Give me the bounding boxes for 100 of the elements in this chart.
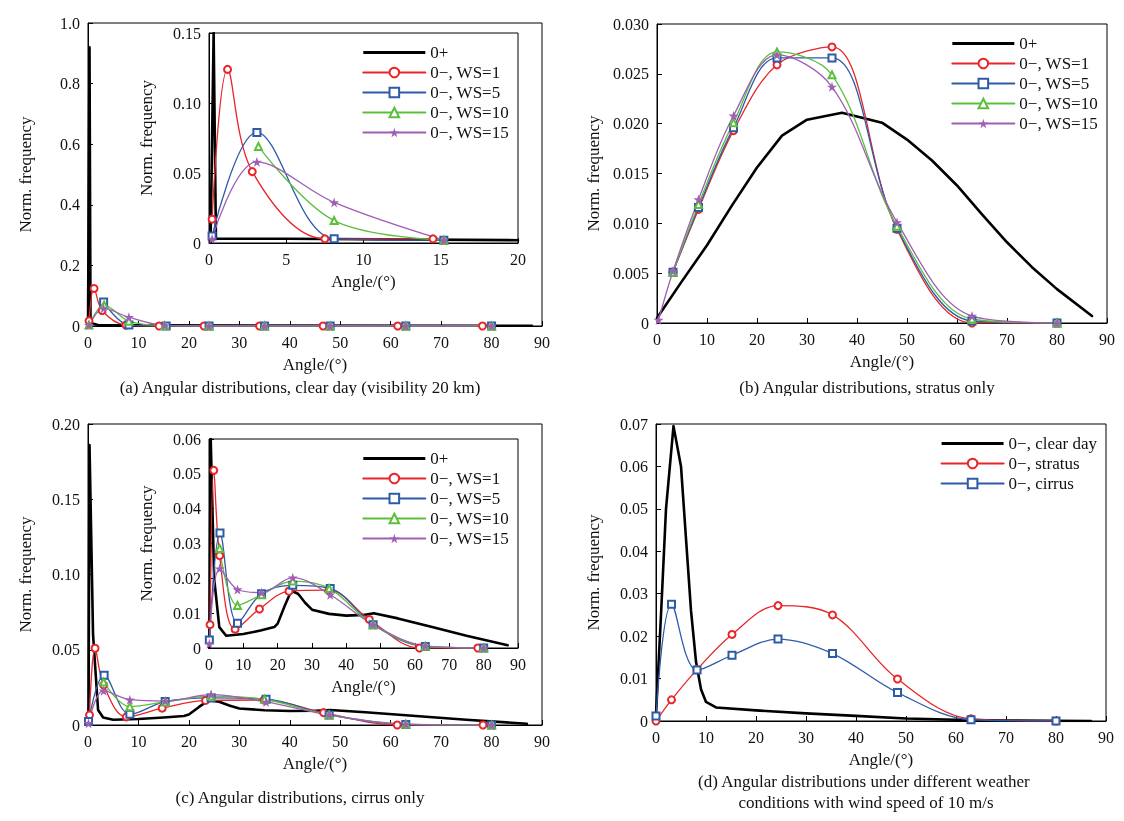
legend-label: 0−, WS=15 [430,529,509,548]
x-tick-label: 20 [180,732,197,750]
y-tick-label: 0.05 [52,641,80,659]
x-tick-label: 40 [338,655,355,673]
y-tick-label: 0 [641,314,649,332]
x-tick-label: 50 [899,330,915,348]
x-tick-label: 10 [699,330,715,348]
x-tick-label: 15 [432,250,449,268]
x-tick-label: 40 [281,732,298,750]
y-tick-label: 0.15 [173,24,201,42]
x-tick-label: 10 [130,333,147,351]
y-axis-title: Norm. frequency [16,115,35,233]
y-tick-label: 0.06 [173,430,201,448]
legend-label: 0+ [430,449,449,468]
y-tick-label: 0.4 [60,196,80,214]
x-tick-label: 30 [798,728,814,746]
y-tick-label: 0.10 [52,566,80,583]
y-axis-title: Norm. frequency [137,79,156,197]
legend-label: 0−, WS=5 [1019,74,1090,93]
x-tick-label: 5 [282,250,291,268]
x-tick-label: 90 [1098,728,1114,746]
x-tick-label: 70 [999,330,1015,348]
y-tick-label: 0.02 [620,627,648,645]
x-tick-label: 80 [475,655,492,673]
x-tick-label: 50 [332,333,349,351]
x-tick-label: 30 [304,655,320,673]
legend-label: 0−, WS=15 [1019,114,1098,133]
x-tick-label: 0 [653,330,661,348]
y-tick-label: 0.04 [173,500,201,518]
y-tick-label: 0.20 [52,415,80,433]
y-tick-label: 0.03 [173,535,201,552]
y-tick-label: 0.2 [60,256,80,274]
y-tick-label: 0.01 [173,604,201,622]
x-tick-label: 20 [749,330,765,348]
x-tick-label: 0 [205,250,213,268]
text: (a) Angular distributions, clear day (visibility 20 km) [119,378,481,397]
x-tick-label: 50 [332,732,349,750]
x-tick-label: 20 [748,728,764,746]
x-tick-label: 80 [483,732,500,750]
y-tick-label: 0.02 [173,569,201,587]
x-axis-title: Angle/(°) [849,352,915,371]
y-axis-title: Norm. frequency [137,484,156,602]
legend-label: 0−, WS=10 [430,509,509,528]
x-tick-label: 10 [235,655,252,673]
text: (b) Angular distributions, stratus only [739,378,996,397]
x-axis-title: Angle/(°) [331,677,396,696]
x-tick-label: 0 [84,732,92,750]
legend-label: 0−, WS=15 [430,123,509,142]
y-tick-label: 0.6 [60,135,80,153]
x-tick-label: 60 [382,732,399,750]
legend-label: 0+ [1019,34,1038,53]
x-tick-label: 80 [1048,728,1064,746]
x-tick-label: 70 [433,333,450,351]
legend-label: 0−, clear day [1008,434,1098,453]
legend-label: 0−, WS=10 [1019,94,1098,113]
x-tick-label: 0 [205,655,213,673]
y-tick-label: 0 [193,639,201,657]
y-tick-label: 0.15 [52,490,80,508]
y-tick-label: 0.8 [60,75,80,93]
x-axis-title: Angle/(°) [282,355,348,374]
x-tick-label: 50 [898,728,914,746]
x-tick-label: 50 [372,655,389,673]
y-tick-label: 0 [640,712,648,730]
legend-label: 0−, WS=1 [430,469,501,488]
y-tick-label: 0 [193,234,201,252]
x-tick-label: 70 [441,655,458,673]
x-tick-label: 30 [799,330,815,348]
x-tick-label: 80 [483,333,500,351]
x-tick-label: 40 [848,728,864,746]
x-tick-label: 40 [281,333,298,351]
y-tick-label: 0.10 [173,94,201,112]
legend-label: 0−, WS=5 [430,83,501,102]
x-tick-label: 60 [949,330,965,348]
text: (d) Angular distributions under different weather conditions with wind speed of 10 m/s [698,772,1034,812]
x-tick-label: 30 [231,333,248,351]
y-axis-title: Norm. frequency [584,513,603,631]
y-axis-title: Norm. frequency [16,515,35,633]
y-tick-label: 0.05 [173,465,201,483]
x-tick-label: 40 [849,330,865,348]
y-tick-label: 0.030 [613,15,649,33]
y-tick-label: 0.06 [620,457,648,475]
y-tick-label: 0 [72,317,80,335]
y-tick-label: 0.010 [613,214,649,232]
x-tick-label: 10 [698,728,714,746]
legend-label: 0−, cirrus [1008,474,1074,493]
y-tick-label: 0.005 [613,264,649,282]
text: (c) Angular distributions, cirrus only [175,788,425,807]
x-tick-label: 70 [433,732,450,750]
x-tick-label: 60 [382,333,399,351]
y-tick-label: 0.05 [620,500,648,518]
x-tick-label: 20 [510,250,526,268]
x-tick-label: 20 [269,655,286,673]
legend-label: 0−, WS=1 [1019,54,1090,73]
x-tick-label: 60 [407,655,423,673]
x-tick-label: 90 [534,732,550,750]
x-tick-label: 70 [998,728,1014,746]
y-tick-label: 0.020 [613,115,649,133]
y-axis-title: Norm. frequency [584,114,604,232]
legend-label: 0−, WS=5 [430,489,501,508]
x-tick-label: 90 [510,655,526,673]
